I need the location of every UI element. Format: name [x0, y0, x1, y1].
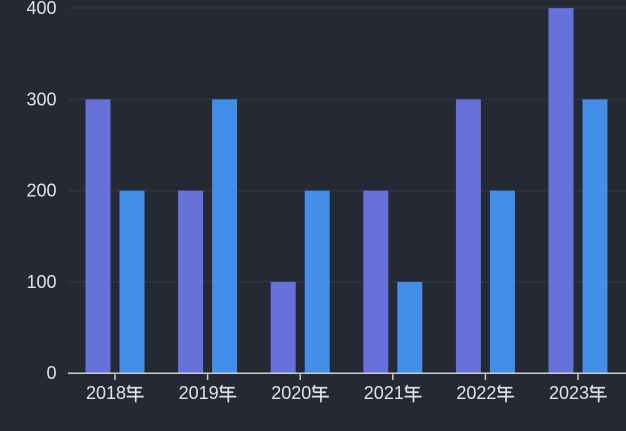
svg-text:400: 400 — [26, 0, 56, 18]
svg-text:2021: 2021 — [364, 383, 404, 403]
svg-text:2020: 2020 — [271, 383, 311, 403]
svg-text:0: 0 — [46, 363, 56, 383]
svg-text:2022: 2022 — [456, 383, 496, 403]
svg-text:300: 300 — [26, 89, 56, 109]
svg-text:2019: 2019 — [179, 383, 219, 403]
svg-text:200: 200 — [26, 181, 56, 201]
svg-text:100: 100 — [26, 272, 56, 292]
svg-text:2023: 2023 — [549, 383, 589, 403]
svg-text:2018: 2018 — [86, 383, 126, 403]
